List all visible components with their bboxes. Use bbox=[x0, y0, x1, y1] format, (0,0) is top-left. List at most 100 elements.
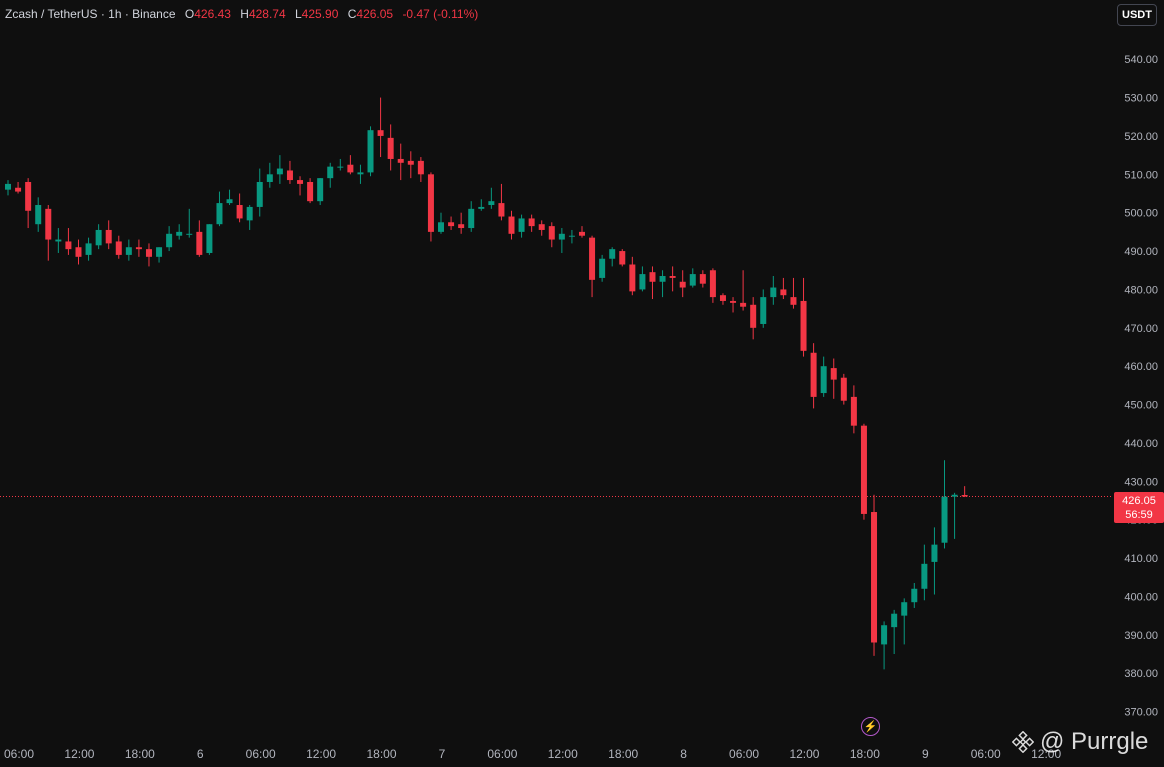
candle[interactable] bbox=[881, 621, 888, 670]
currency-button[interactable]: USDT bbox=[1117, 4, 1157, 26]
candle[interactable] bbox=[669, 266, 676, 292]
candle[interactable] bbox=[498, 183, 505, 221]
candle[interactable] bbox=[85, 237, 92, 261]
candle[interactable] bbox=[297, 176, 304, 196]
candle[interactable] bbox=[478, 199, 485, 211]
candle[interactable] bbox=[337, 158, 344, 171]
candle[interactable] bbox=[619, 249, 626, 267]
candle[interactable] bbox=[508, 210, 515, 240]
candle[interactable] bbox=[15, 181, 22, 194]
candle[interactable] bbox=[427, 172, 434, 242]
candle[interactable] bbox=[196, 220, 203, 257]
candle[interactable] bbox=[740, 270, 747, 311]
candle[interactable] bbox=[488, 187, 495, 209]
candle[interactable] bbox=[105, 220, 112, 250]
candle[interactable] bbox=[548, 222, 555, 248]
candle[interactable] bbox=[609, 247, 616, 267]
candle[interactable] bbox=[951, 492, 958, 539]
candle[interactable] bbox=[347, 155, 354, 175]
candle[interactable] bbox=[125, 239, 132, 261]
candle[interactable] bbox=[679, 270, 686, 298]
candle[interactable] bbox=[438, 212, 445, 234]
candle[interactable] bbox=[780, 277, 787, 300]
candle[interactable] bbox=[206, 224, 213, 255]
candle[interactable] bbox=[961, 486, 968, 498]
candle[interactable] bbox=[901, 598, 908, 645]
candle[interactable] bbox=[538, 220, 545, 236]
candle[interactable] bbox=[558, 228, 565, 253]
candle[interactable] bbox=[800, 277, 807, 357]
candle[interactable] bbox=[891, 609, 898, 655]
candle[interactable] bbox=[589, 235, 596, 298]
candle[interactable] bbox=[166, 226, 173, 252]
candle[interactable] bbox=[911, 583, 918, 608]
candle[interactable] bbox=[327, 162, 334, 188]
candle[interactable] bbox=[236, 193, 243, 223]
candle[interactable] bbox=[860, 423, 867, 520]
candle[interactable] bbox=[407, 151, 414, 179]
candle[interactable] bbox=[135, 239, 142, 257]
candle[interactable] bbox=[528, 214, 535, 232]
candle[interactable] bbox=[226, 189, 233, 206]
candle[interactable] bbox=[760, 289, 767, 328]
candle[interactable] bbox=[367, 126, 374, 177]
candle[interactable] bbox=[307, 178, 314, 204]
candle[interactable] bbox=[518, 214, 525, 238]
candle[interactable] bbox=[246, 205, 253, 230]
candle[interactable] bbox=[649, 266, 656, 300]
candle[interactable] bbox=[921, 544, 928, 601]
candle[interactable] bbox=[276, 155, 283, 184]
candle[interactable] bbox=[176, 224, 183, 240]
candle[interactable] bbox=[468, 201, 475, 232]
candle[interactable] bbox=[115, 235, 122, 259]
candle[interactable] bbox=[256, 168, 263, 217]
candle[interactable] bbox=[417, 157, 424, 182]
candle[interactable] bbox=[65, 228, 72, 255]
candle[interactable] bbox=[286, 160, 293, 184]
candle[interactable] bbox=[578, 226, 585, 238]
candle[interactable] bbox=[629, 256, 636, 296]
candle[interactable] bbox=[699, 270, 706, 288]
candle[interactable] bbox=[357, 164, 364, 184]
candle[interactable] bbox=[790, 277, 797, 309]
candle[interactable] bbox=[156, 247, 163, 263]
candle[interactable] bbox=[689, 268, 696, 288]
candle[interactable] bbox=[266, 162, 273, 188]
candle[interactable] bbox=[387, 124, 394, 171]
candle[interactable] bbox=[145, 243, 152, 267]
candle[interactable] bbox=[599, 254, 606, 282]
candle[interactable] bbox=[659, 270, 666, 298]
candle[interactable] bbox=[750, 297, 757, 340]
candle[interactable] bbox=[377, 97, 384, 158]
candle[interactable] bbox=[5, 180, 11, 196]
candle[interactable] bbox=[830, 358, 837, 399]
candle[interactable] bbox=[75, 239, 82, 265]
candle[interactable] bbox=[810, 343, 817, 409]
candle[interactable] bbox=[770, 276, 777, 305]
candle[interactable] bbox=[871, 494, 878, 656]
x-axis[interactable]: 06:00 12:00 18:00 6 06:00 12:00 18:00 7 06:00 12:… bbox=[4, 747, 1061, 761]
candle[interactable] bbox=[639, 266, 646, 292]
candle[interactable] bbox=[45, 205, 52, 261]
candle[interactable] bbox=[820, 356, 827, 397]
candle[interactable] bbox=[709, 268, 716, 303]
candle[interactable] bbox=[568, 229, 575, 244]
symbol-title[interactable]: Zcash / TetherUS · 1h · Binance bbox=[5, 7, 176, 21]
candle[interactable] bbox=[55, 228, 62, 253]
candle[interactable] bbox=[941, 460, 948, 549]
candle[interactable] bbox=[458, 212, 465, 234]
candle[interactable] bbox=[25, 178, 32, 229]
candle[interactable] bbox=[840, 373, 847, 405]
candle[interactable] bbox=[35, 197, 42, 232]
candle[interactable] bbox=[931, 527, 938, 595]
candle[interactable] bbox=[186, 208, 193, 238]
candle[interactable] bbox=[448, 216, 455, 230]
candle[interactable] bbox=[730, 297, 737, 313]
candle[interactable] bbox=[397, 143, 404, 181]
lightning-icon[interactable]: ⚡ bbox=[861, 717, 880, 736]
candle[interactable] bbox=[95, 224, 102, 250]
candle[interactable] bbox=[719, 293, 726, 305]
candle[interactable] bbox=[216, 191, 223, 227]
candle[interactable] bbox=[850, 385, 857, 434]
